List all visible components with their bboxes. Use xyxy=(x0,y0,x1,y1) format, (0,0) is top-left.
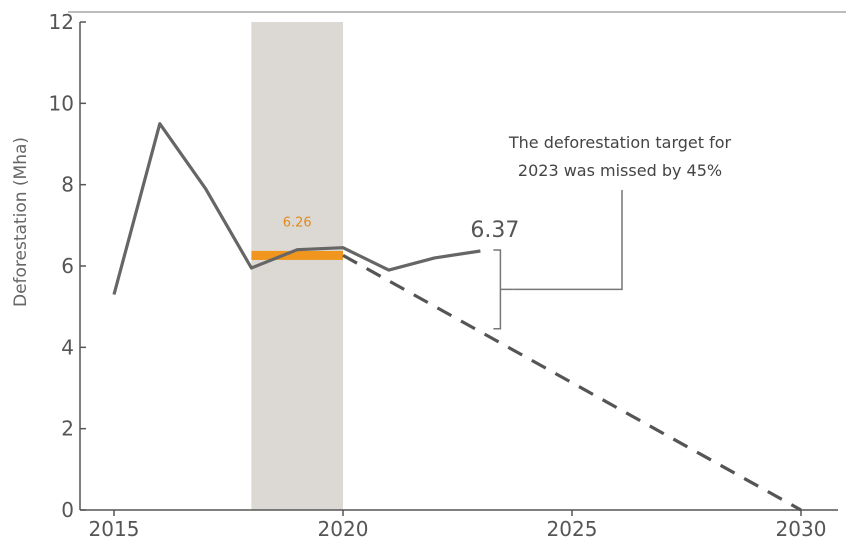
gap-note-line-2: 2023 was missed by 45% xyxy=(518,161,722,180)
y-tick-label: 8 xyxy=(61,173,74,197)
series-layer xyxy=(112,122,802,512)
x-axis-ticks: 2015 2020 2025 2030 xyxy=(89,510,827,541)
gap-bracket xyxy=(493,249,513,330)
x-tick-label: 2030 xyxy=(776,517,827,541)
callout-connector xyxy=(512,190,623,291)
y-tick-label: 10 xyxy=(49,91,74,115)
x-tick-label: 2020 xyxy=(318,517,369,541)
baseline-bar xyxy=(251,250,343,260)
y-tick-label: 0 xyxy=(61,498,74,522)
baseline-value-label: 6.26 xyxy=(283,215,312,230)
baseline-period-shading xyxy=(251,22,343,510)
y-tick-label: 2 xyxy=(61,417,74,441)
y-tick-label: 12 xyxy=(49,10,74,34)
target-trajectory-line xyxy=(342,254,802,512)
y-axis-title: Deforestation (Mha) xyxy=(11,137,31,307)
deforestation-line xyxy=(112,122,481,295)
gap-note-line-1: The deforestation target for xyxy=(508,133,732,152)
y-tick-label: 4 xyxy=(61,335,74,359)
x-tick-label: 2015 xyxy=(89,517,140,541)
end-value-label: 6.37 xyxy=(470,218,519,243)
y-tick-label: 6 xyxy=(61,254,74,278)
y-axis-ticks: 0 2 4 6 8 10 12 xyxy=(49,10,86,522)
x-tick-label: 2025 xyxy=(547,517,598,541)
